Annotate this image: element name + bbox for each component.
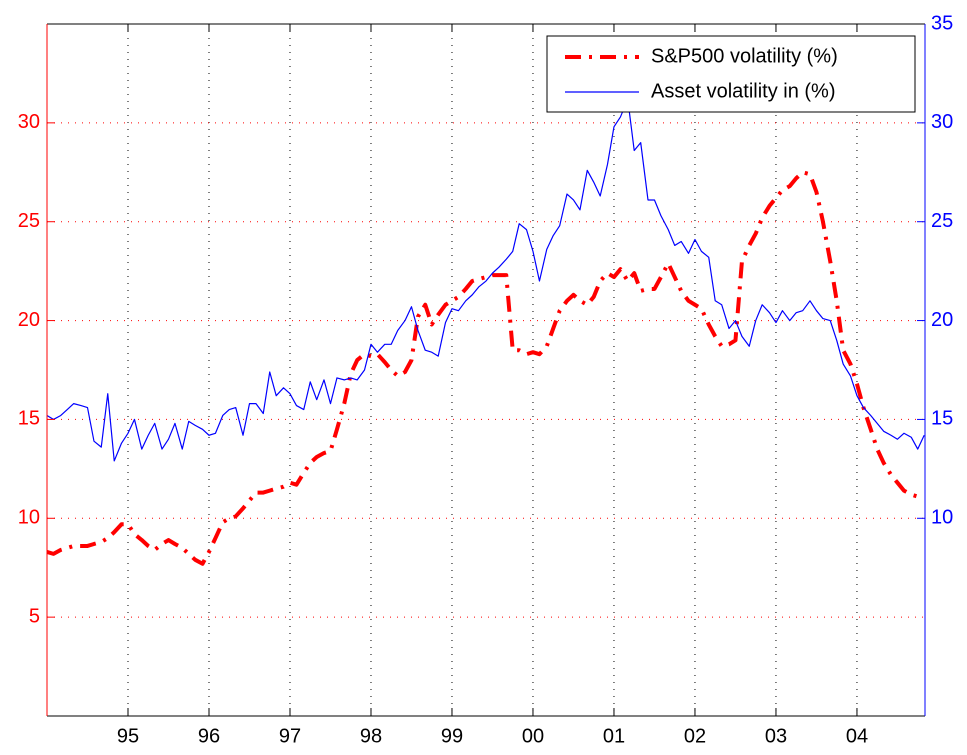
x-tick-label: 97: [279, 725, 301, 747]
legend: S&P500 volatility (%) Asset volatility in…: [546, 35, 916, 113]
x-tick-label: 00: [522, 725, 544, 747]
y2-tick-label: 10: [931, 507, 953, 529]
x-tick-label: 02: [684, 725, 706, 747]
y-tick-label: 5: [29, 605, 40, 627]
y2-tick-label: 15: [931, 408, 953, 430]
x-tick-label: 04: [846, 725, 868, 747]
x-tick-label: 01: [603, 725, 625, 747]
x-tick-label: 96: [198, 725, 220, 747]
y2-tick-label: 35: [931, 12, 953, 34]
y2-tick-label: 20: [931, 309, 953, 331]
x-tick-label: 95: [117, 725, 139, 747]
data-line: [46, 170, 925, 566]
y-tick-label: 30: [18, 111, 40, 133]
y2-tick-label: 30: [931, 111, 953, 133]
y-tick-label: 25: [18, 210, 40, 232]
y-tick-label: 15: [18, 408, 40, 430]
data-line: [46, 98, 925, 462]
y-tick-label: 20: [18, 309, 40, 331]
plot-lines: [46, 98, 925, 566]
y-tick-label: 10: [18, 507, 40, 529]
legend-label: Asset volatility in (%): [651, 80, 836, 102]
legend-box: [546, 35, 916, 113]
x-tick-label: 99: [441, 725, 463, 747]
axes: 95 96 97 98 99 00 01 02 03 04 5 10 15 20 25 30 10 15 20 25 3…: [18, 12, 954, 747]
x-tick-label: 03: [765, 725, 787, 747]
legend-label: S&P500 volatility (%): [651, 45, 838, 67]
x-tick-label: 98: [360, 725, 382, 747]
y2-tick-label: 25: [931, 210, 953, 232]
